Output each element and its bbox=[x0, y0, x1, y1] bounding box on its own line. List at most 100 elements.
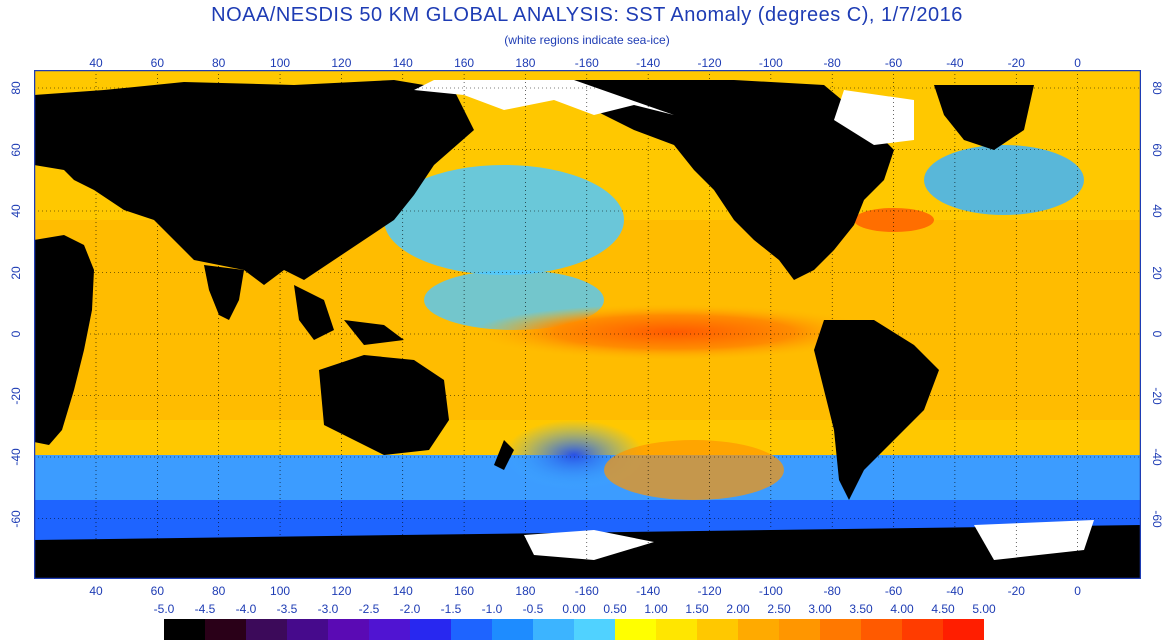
color-scale-swatch bbox=[697, 619, 738, 640]
top-longitude-tick: -60 bbox=[884, 56, 903, 70]
bottom-longitude-tick: -20 bbox=[1007, 584, 1025, 598]
sea-ice bbox=[414, 80, 1094, 560]
left-latitude-tick: 20 bbox=[9, 265, 23, 280]
bottom-longitude-tick: 180 bbox=[515, 584, 536, 598]
bottom-longitude-tick: 80 bbox=[212, 584, 226, 598]
top-longitude-tick: -120 bbox=[697, 56, 722, 70]
top-longitude-tick: 100 bbox=[270, 56, 291, 70]
color-scale-label: 1.50 bbox=[685, 602, 709, 616]
color-scale-label: 4.00 bbox=[890, 602, 914, 616]
right-latitude-tick: 60 bbox=[1150, 142, 1164, 157]
color-scale-swatch bbox=[492, 619, 533, 640]
color-scale-label: 5.00 bbox=[972, 602, 996, 616]
left-latitude-tick: 80 bbox=[9, 81, 23, 95]
left-latitude-tick: 0 bbox=[9, 330, 23, 338]
map-frame bbox=[34, 70, 1141, 579]
color-scale-swatch bbox=[164, 619, 205, 640]
left-latitude-tick: -40 bbox=[9, 448, 23, 466]
right-latitude-tick: -40 bbox=[1150, 448, 1164, 466]
color-scale-label: -3.0 bbox=[317, 602, 339, 616]
top-longitude-tick: 80 bbox=[212, 56, 226, 70]
right-latitude-tick: 0 bbox=[1150, 330, 1164, 338]
graticule bbox=[34, 70, 1141, 579]
top-longitude-tick: -40 bbox=[946, 56, 964, 70]
bottom-longitude-tick: -80 bbox=[823, 584, 841, 598]
color-scale-label: -4.0 bbox=[235, 602, 257, 616]
color-scale-swatch bbox=[574, 619, 615, 640]
color-scale-swatch bbox=[902, 619, 943, 640]
color-scale-label: -2.5 bbox=[358, 602, 380, 616]
right-latitude-tick: 80 bbox=[1150, 81, 1164, 95]
color-scale-swatch bbox=[861, 619, 902, 640]
color-scale-swatch bbox=[328, 619, 369, 640]
top-longitude-tick: -160 bbox=[574, 56, 599, 70]
color-scale-label: 1.00 bbox=[644, 602, 668, 616]
bottom-longitude-tick: 0 bbox=[1074, 584, 1081, 598]
color-scale-swatch bbox=[779, 619, 820, 640]
bottom-longitude-tick: -40 bbox=[946, 584, 964, 598]
color-scale-swatch bbox=[287, 619, 328, 640]
color-scale-label: -0.5 bbox=[522, 602, 544, 616]
color-scale-swatch bbox=[820, 619, 861, 640]
top-longitude-tick: 140 bbox=[392, 56, 413, 70]
color-scale-label: 3.00 bbox=[808, 602, 832, 616]
sst-anomaly-map bbox=[34, 70, 1141, 579]
map-subtitle: (white regions indicate sea-ice) bbox=[504, 33, 670, 47]
right-latitude-tick: -20 bbox=[1150, 386, 1164, 405]
bottom-longitude-tick: 160 bbox=[454, 584, 475, 598]
color-scale-swatch bbox=[656, 619, 697, 640]
color-scale-label: -5.0 bbox=[153, 602, 175, 616]
top-longitude-tick: -20 bbox=[1007, 56, 1025, 70]
color-scale-swatch bbox=[943, 619, 984, 640]
bottom-longitude-tick: 40 bbox=[89, 584, 103, 598]
map-title: NOAA/NESDIS 50 KM GLOBAL ANALYSIS: SST A… bbox=[211, 4, 963, 26]
color-scale-swatch bbox=[369, 619, 410, 640]
color-scale-label: -4.5 bbox=[194, 602, 216, 616]
top-longitude-tick: 0 bbox=[1074, 56, 1081, 70]
color-scale-label: -1.5 bbox=[440, 602, 462, 616]
top-longitude-tick: -80 bbox=[823, 56, 841, 70]
bottom-longitude-tick: -60 bbox=[884, 584, 903, 598]
top-longitude-tick: 180 bbox=[515, 56, 536, 70]
color-scale-label: 2.00 bbox=[726, 602, 750, 616]
color-scale-swatch bbox=[451, 619, 492, 640]
color-scale-swatch bbox=[615, 619, 656, 640]
left-latitude-tick: -60 bbox=[9, 509, 23, 528]
top-longitude-tick: -140 bbox=[636, 56, 661, 70]
color-scale-swatch bbox=[533, 619, 574, 640]
color-scale-label: 0.00 bbox=[562, 602, 586, 616]
north-pacific-cool-patch bbox=[384, 165, 624, 275]
top-longitude-tick: 60 bbox=[150, 56, 165, 70]
color-scale-swatch bbox=[205, 619, 246, 640]
top-longitude-tick: 120 bbox=[331, 56, 352, 70]
color-scale-label: -2.0 bbox=[399, 602, 421, 616]
bottom-longitude-tick: 140 bbox=[392, 584, 413, 598]
color-scale-swatch bbox=[738, 619, 779, 640]
color-scale-label: 3.50 bbox=[849, 602, 873, 616]
bottom-longitude-tick: -120 bbox=[697, 584, 722, 598]
el-nino-warm-tongue bbox=[474, 304, 874, 360]
color-scale-label: -3.5 bbox=[276, 602, 298, 616]
bottom-longitude-tick: -160 bbox=[574, 584, 599, 598]
right-latitude-tick: 20 bbox=[1150, 265, 1164, 280]
bottom-longitude-tick: 60 bbox=[150, 584, 165, 598]
gulf-stream-warm-patch bbox=[854, 208, 934, 232]
top-longitude-tick: 160 bbox=[454, 56, 475, 70]
color-scale-label: -1.0 bbox=[481, 602, 503, 616]
left-latitude-tick: -20 bbox=[9, 386, 23, 405]
top-longitude-tick: -100 bbox=[758, 56, 783, 70]
bottom-longitude-tick: 100 bbox=[270, 584, 291, 598]
right-latitude-tick: -60 bbox=[1150, 509, 1164, 528]
color-scale-label: 0.50 bbox=[603, 602, 627, 616]
south-pacific-warm-patch bbox=[604, 440, 784, 500]
bottom-longitude-tick: -100 bbox=[758, 584, 783, 598]
color-scale-label: 4.50 bbox=[931, 602, 955, 616]
color-scale-label: 2.50 bbox=[767, 602, 791, 616]
land-masses bbox=[34, 80, 1141, 579]
left-latitude-tick: 60 bbox=[9, 142, 23, 157]
bottom-longitude-tick: 120 bbox=[331, 584, 352, 598]
left-latitude-tick: 40 bbox=[9, 204, 23, 218]
bottom-longitude-tick: -140 bbox=[636, 584, 661, 598]
north-atlantic-cool-patch bbox=[924, 145, 1084, 215]
color-scale-swatch bbox=[410, 619, 451, 640]
